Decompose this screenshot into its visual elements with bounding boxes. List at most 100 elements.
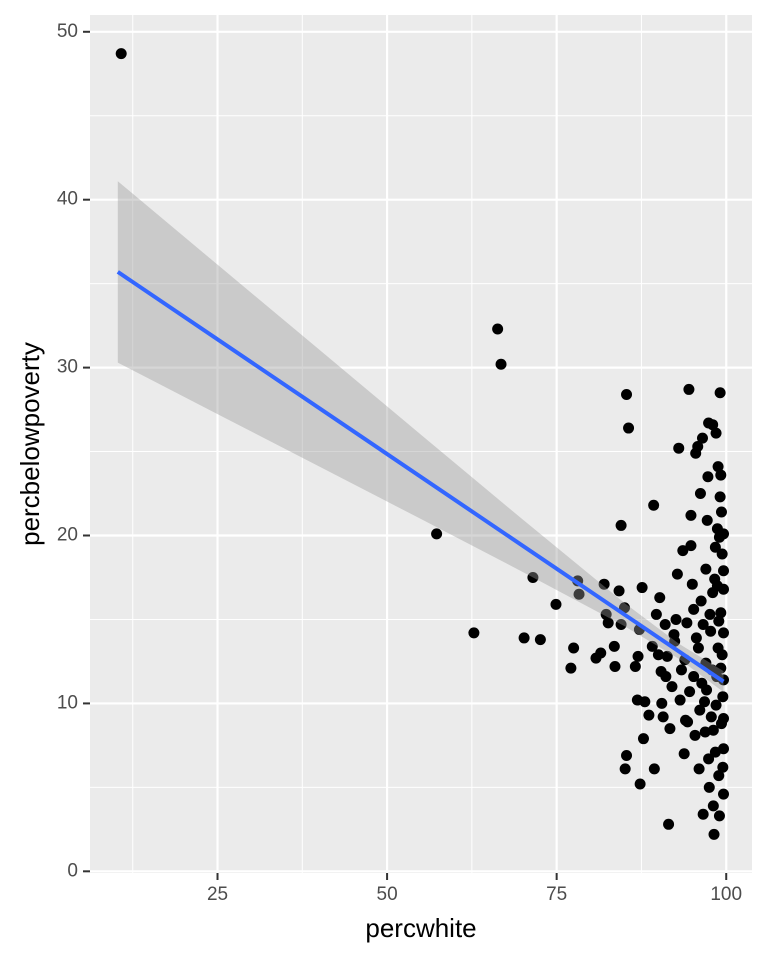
point (715, 662, 727, 674)
point (646, 640, 658, 652)
point (694, 704, 706, 716)
point (656, 697, 668, 709)
point (693, 763, 705, 775)
point (705, 711, 717, 723)
x-tick-label: 25 (207, 884, 228, 905)
point (718, 528, 730, 540)
point (705, 625, 717, 637)
point (689, 729, 701, 741)
point (115, 48, 127, 60)
point (710, 427, 722, 439)
point (659, 618, 671, 630)
point (674, 694, 686, 706)
point (495, 358, 507, 370)
point (598, 578, 610, 590)
point (595, 647, 607, 659)
point (717, 691, 729, 703)
point (643, 709, 655, 721)
point (675, 664, 687, 676)
point (717, 761, 729, 773)
point (681, 617, 693, 629)
point (678, 748, 690, 760)
point (650, 608, 662, 620)
point (608, 640, 620, 652)
point (718, 743, 730, 755)
point (716, 649, 728, 661)
point (663, 818, 675, 830)
point (695, 595, 707, 607)
point (714, 387, 726, 399)
point (707, 800, 719, 812)
point (716, 548, 728, 560)
point (636, 582, 648, 594)
point (671, 568, 683, 580)
x-tick-label: 100 (710, 884, 742, 905)
point (621, 388, 633, 400)
point (660, 671, 672, 683)
point (715, 607, 727, 619)
point (697, 618, 709, 630)
point (648, 499, 660, 511)
point (718, 788, 730, 800)
y-tick-label: 0 (67, 860, 78, 881)
y-tick-label: 40 (57, 189, 78, 210)
x-axis-title: percwhite (365, 913, 476, 943)
point (657, 711, 669, 723)
point (613, 585, 625, 597)
point (708, 828, 720, 840)
point (668, 629, 680, 641)
point (718, 713, 730, 725)
point (682, 716, 694, 728)
point (629, 660, 641, 672)
point (701, 514, 713, 526)
point (684, 686, 696, 698)
point (715, 469, 727, 481)
point (685, 509, 697, 521)
x-tick-label: 75 (546, 884, 567, 905)
point (619, 763, 631, 775)
point (699, 696, 711, 708)
y-axis-title: percbelowpoverty (15, 342, 45, 546)
y-tick-label: 10 (57, 692, 78, 713)
point (632, 650, 644, 662)
point (688, 603, 700, 615)
point (654, 592, 666, 604)
point (666, 681, 678, 693)
point (673, 442, 685, 454)
point (609, 660, 621, 672)
point (718, 627, 730, 639)
y-tick-label: 20 (57, 525, 78, 546)
point (710, 699, 722, 711)
point (715, 506, 727, 518)
point (685, 540, 697, 552)
point (703, 781, 715, 793)
point (713, 770, 725, 782)
point (661, 650, 673, 662)
point (703, 753, 715, 765)
point (670, 613, 682, 625)
point (518, 632, 530, 644)
point (711, 580, 723, 592)
point (621, 749, 633, 761)
point (701, 684, 713, 696)
point (683, 383, 695, 395)
point (664, 723, 676, 735)
point (600, 608, 612, 620)
point (637, 733, 649, 745)
point (713, 810, 725, 822)
y-tick-label: 50 (57, 21, 78, 42)
point (712, 461, 724, 473)
point (718, 565, 730, 577)
point (707, 724, 719, 736)
point (686, 578, 698, 590)
point (615, 618, 627, 630)
point (652, 649, 664, 661)
point (639, 696, 651, 708)
confidence-band (117, 181, 724, 692)
point (697, 808, 709, 820)
point (713, 615, 725, 627)
fit-line (116, 270, 725, 684)
point (677, 545, 689, 557)
point (623, 422, 635, 434)
